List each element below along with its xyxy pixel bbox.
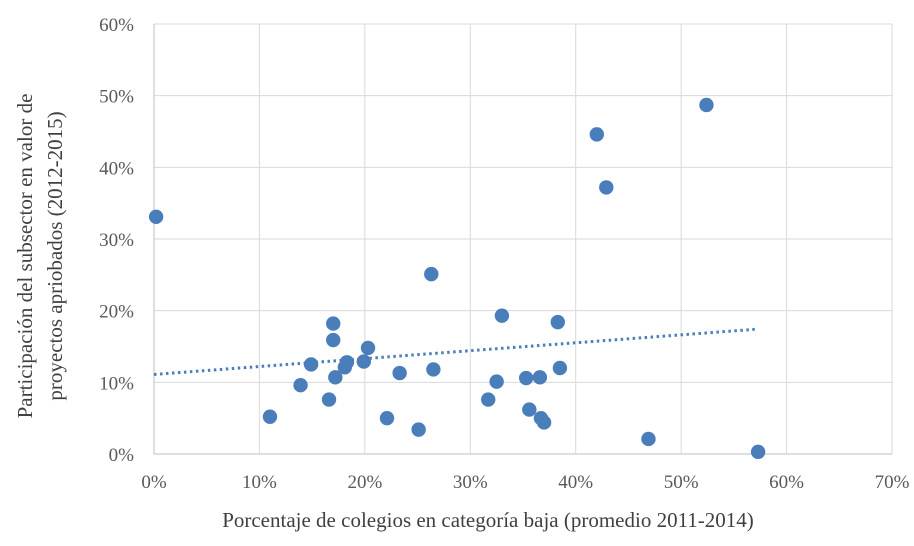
y-axis-title-line-2: proyectos apriobados (2012-2015) — [43, 111, 67, 400]
y-tick-label: 0% — [109, 445, 135, 466]
x-axis-ticks: 0% 10% 20% 30% 40% 50% 60% 70% — [141, 472, 909, 493]
data-point — [293, 378, 308, 393]
data-point — [522, 402, 537, 417]
data-point — [536, 415, 552, 430]
data-point — [518, 370, 534, 386]
data-point — [360, 340, 376, 356]
data-point — [424, 266, 439, 282]
data-point — [326, 316, 341, 331]
x-tick-label: 60% — [769, 472, 804, 493]
data-point — [641, 431, 656, 447]
x-tick-label: 0% — [141, 472, 167, 493]
x-tick-label: 40% — [558, 472, 593, 493]
x-tick-label: 30% — [453, 472, 488, 493]
trendline — [153, 327, 756, 376]
x-tick-label: 10% — [242, 472, 277, 493]
data-point — [379, 410, 395, 426]
data-point — [599, 180, 614, 195]
data-point — [489, 374, 504, 389]
data-point — [699, 97, 714, 113]
data-point — [356, 354, 372, 369]
data-point — [552, 360, 568, 376]
data-point — [481, 392, 496, 407]
data-point — [426, 362, 441, 377]
y-tick-label: 50% — [99, 87, 134, 108]
data-point — [532, 370, 548, 385]
data-point — [494, 308, 510, 323]
data-point — [262, 409, 278, 424]
data-point — [328, 370, 343, 385]
data-point — [326, 332, 341, 348]
x-tick-label: 50% — [664, 472, 699, 493]
y-tick-label: 10% — [99, 373, 134, 394]
x-tick-label: 20% — [347, 472, 382, 493]
y-axis-title-line-1: Participación del subsector en valor de — [13, 94, 37, 419]
y-axis-ticks: 0% 10% 20% 30% 40% 50% 60% — [99, 15, 134, 466]
data-point — [411, 422, 426, 437]
data-point — [392, 365, 407, 381]
grid-lines — [153, 23, 893, 455]
data-point — [303, 357, 319, 372]
y-tick-label: 60% — [99, 15, 134, 36]
data-point — [550, 314, 565, 330]
data-point — [321, 392, 337, 407]
y-tick-label: 40% — [99, 158, 134, 179]
data-point — [750, 444, 766, 460]
data-points — [148, 97, 766, 460]
y-axis-title: Participación del subsector en valor de … — [13, 94, 67, 419]
x-axis-title: Porcentaje de colegios en categoría baja… — [222, 508, 754, 532]
data-point — [589, 127, 604, 142]
trendline-group — [153, 327, 756, 376]
data-point — [148, 209, 164, 224]
data-point — [339, 355, 355, 370]
y-tick-label: 20% — [99, 302, 134, 323]
x-tick-label: 70% — [875, 472, 910, 493]
y-tick-label: 30% — [99, 230, 134, 251]
